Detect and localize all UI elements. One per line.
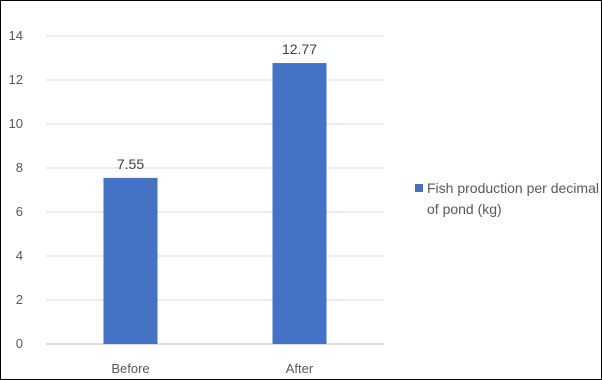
y-tick-label: 6 bbox=[16, 204, 23, 219]
y-tick-label: 14 bbox=[9, 28, 23, 43]
legend-swatch bbox=[415, 184, 423, 192]
legend-label: Fish production per decimal bbox=[427, 180, 599, 196]
y-tick-label: 4 bbox=[16, 248, 23, 263]
y-tick-label: 12 bbox=[9, 72, 23, 87]
y-tick-label: 2 bbox=[16, 292, 23, 307]
data-label: 7.55 bbox=[117, 156, 144, 172]
data-label: 12.77 bbox=[282, 41, 317, 57]
x-tick-label: Before bbox=[111, 361, 149, 376]
x-tick-label: After bbox=[286, 361, 314, 376]
y-tick-label: 10 bbox=[9, 116, 23, 131]
y-tick-label: 0 bbox=[16, 336, 23, 351]
y-tick-label: 8 bbox=[16, 160, 23, 175]
bar-after bbox=[272, 63, 327, 345]
legend-label: of pond (kg) bbox=[427, 201, 502, 217]
bar-before bbox=[103, 177, 158, 344]
